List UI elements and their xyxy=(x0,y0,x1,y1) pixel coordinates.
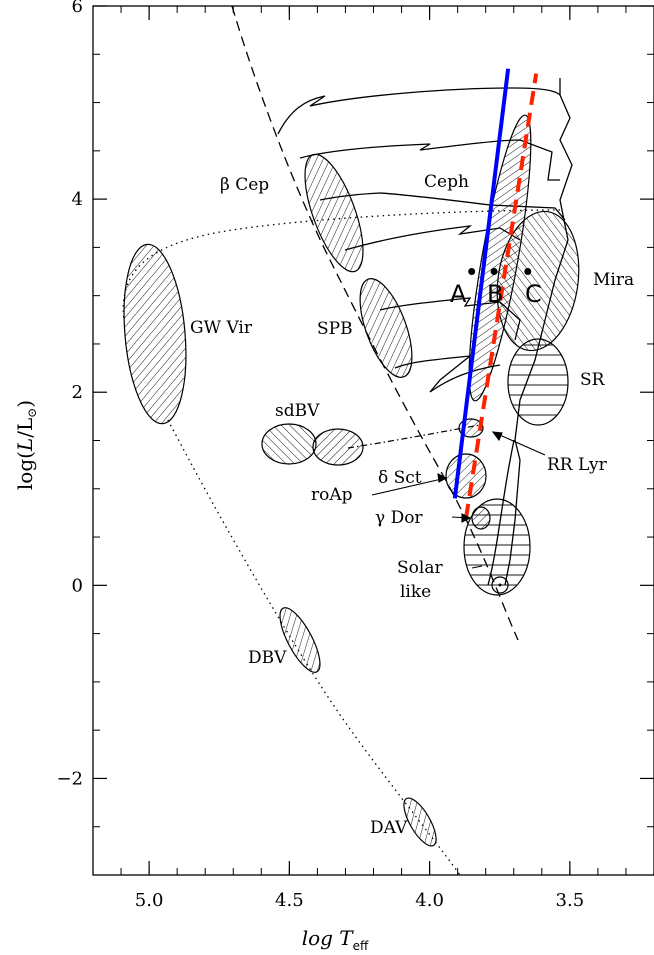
sun-symbol xyxy=(491,576,509,594)
label-solar-like-1: Solar xyxy=(397,558,443,578)
red-edge-line xyxy=(464,73,539,519)
track-high-mass xyxy=(277,78,561,135)
label-solar-like-2: like xyxy=(400,582,431,602)
axis-ticks xyxy=(93,5,654,875)
y-tick-label: 2 xyxy=(72,382,83,403)
x-axis-title: log Teff xyxy=(302,926,369,951)
label-rr-lyr: RR Lyr xyxy=(547,455,608,475)
label-dbv: DBV xyxy=(248,648,287,668)
label-mira: Mira xyxy=(593,270,634,290)
gamma-dor-arrowhead xyxy=(461,513,472,523)
label-point-c: C xyxy=(525,280,542,308)
label-delta-sct: δ Sct xyxy=(378,468,422,488)
region-sdbv-1 xyxy=(261,423,317,465)
rr-lyr-arrow xyxy=(492,431,546,456)
label-sr: SR xyxy=(580,370,606,390)
horizontal-branch-track xyxy=(347,424,481,449)
region-sdbv-2 xyxy=(312,428,364,466)
region-delta-sct xyxy=(445,453,487,499)
label-sdbv: sdBV xyxy=(275,401,320,421)
label-dav: DAV xyxy=(370,818,408,838)
roap-arrow xyxy=(371,477,447,496)
x-tick-label: 5.0 xyxy=(135,890,164,911)
point-c xyxy=(524,268,532,276)
post-agb-track xyxy=(122,209,561,321)
y-axis-title: log(L/L⊙) xyxy=(13,400,39,490)
model-points xyxy=(468,268,532,276)
label-ceph: Ceph xyxy=(424,172,469,192)
region-gw-vir xyxy=(123,243,187,425)
main-sequence-curve xyxy=(231,6,519,641)
x-tick-label: 3.5 xyxy=(556,890,585,911)
point-b xyxy=(490,268,498,276)
label-point-a: A xyxy=(450,280,467,308)
axis-tick-labels: 5.0 4.5 4.0 3.5 6 4 2 0 −2 xyxy=(56,0,584,911)
label-point-b: B xyxy=(487,280,503,308)
plot-frame xyxy=(92,5,654,876)
label-roap: roAp xyxy=(311,485,353,505)
point-a xyxy=(468,268,476,276)
rr-lyr-arrowhead xyxy=(491,431,503,442)
solar-like-arrow xyxy=(471,565,483,569)
blue-edge-line xyxy=(452,68,511,499)
x-tick-label: 4.5 xyxy=(275,890,304,911)
instability-regions xyxy=(123,114,580,847)
y-tick-label: 4 xyxy=(72,189,83,210)
y-tick-label: 0 xyxy=(72,575,83,596)
y-tick-label: −2 xyxy=(56,768,83,789)
point-labels: A B C xyxy=(450,280,542,308)
label-gamma-dor: γ Dor xyxy=(375,508,423,528)
region-labels: β Cep Ceph Mira GW Vir SPB SR sdBV RR Ly… xyxy=(190,172,634,838)
x-tick-label: 4.0 xyxy=(415,890,444,911)
region-beta-cep xyxy=(304,153,364,273)
region-dbv xyxy=(279,607,321,673)
roap-arrowhead xyxy=(437,473,448,483)
region-dav xyxy=(403,797,437,847)
label-gw-vir: GW Vir xyxy=(190,318,253,338)
label-spb: SPB xyxy=(317,319,353,339)
label-arrows xyxy=(371,431,546,569)
label-beta-cep: β Cep xyxy=(220,175,269,195)
plot-area xyxy=(122,6,580,875)
region-spb xyxy=(359,278,413,378)
region-solar-like xyxy=(463,498,531,596)
y-tick-label: 6 xyxy=(72,0,83,17)
region-sr xyxy=(507,338,569,426)
